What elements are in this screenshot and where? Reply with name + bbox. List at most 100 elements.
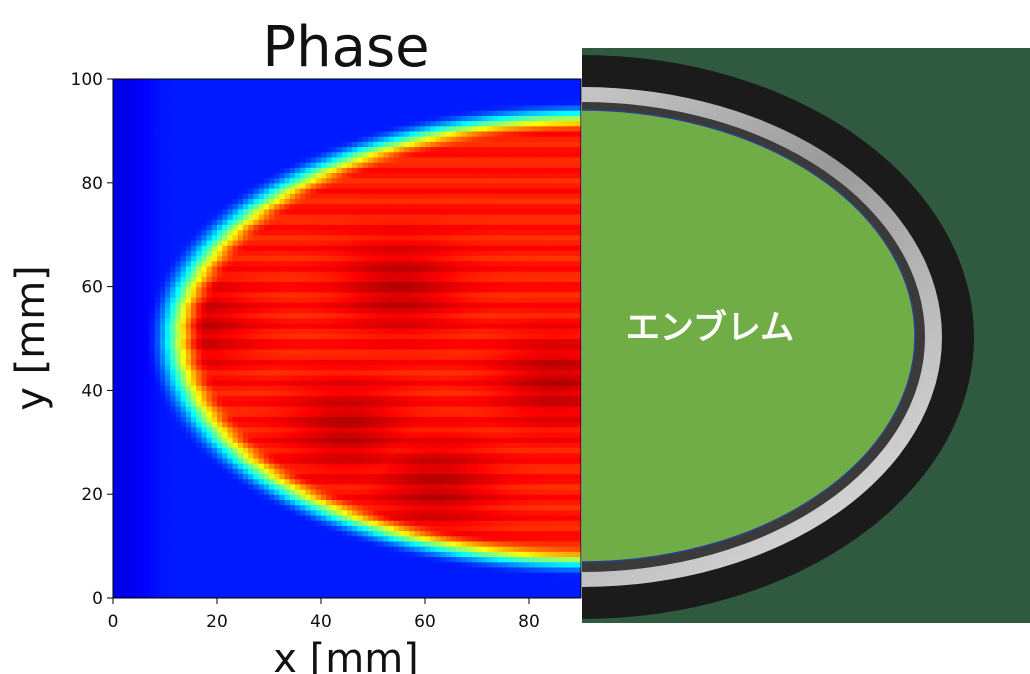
- heatmap-cell: [326, 551, 332, 558]
- heatmap-cell: [461, 317, 468, 324]
- heatmap-cell: [404, 354, 410, 360]
- heatmap-cell: [539, 509, 546, 516]
- heatmap-cell: [487, 333, 494, 340]
- heatmap-cell: [565, 494, 572, 500]
- heatmap-cell: [451, 426, 457, 433]
- heatmap-cell: [471, 322, 478, 329]
- heatmap-cell: [139, 535, 145, 542]
- heatmap-cell: [560, 489, 566, 495]
- heatmap-cell: [466, 400, 473, 407]
- heatmap-cell: [367, 561, 374, 568]
- heatmap-cell: [154, 338, 161, 345]
- heatmap-cell: [206, 530, 213, 537]
- heatmap-cell: [378, 566, 384, 573]
- heatmap-cell: [201, 572, 208, 578]
- heatmap-cell: [352, 374, 358, 381]
- heatmap-cell: [440, 463, 447, 469]
- heatmap-cell: [399, 473, 405, 480]
- heatmap-cell: [253, 520, 260, 526]
- heatmap-cell: [430, 437, 436, 443]
- heatmap-cell: [232, 463, 239, 469]
- heatmap-cell: [492, 592, 499, 598]
- heatmap-cell: [445, 520, 452, 526]
- heatmap-cell: [263, 457, 270, 464]
- heatmap-cell: [378, 374, 384, 381]
- heatmap-cell: [248, 551, 254, 558]
- heatmap-cell: [352, 494, 358, 500]
- heatmap-cell: [305, 572, 312, 578]
- heatmap-cell: [544, 587, 551, 594]
- heatmap-cell: [492, 494, 499, 500]
- heatmap-cell: [128, 457, 135, 464]
- heatmap-cell: [191, 343, 197, 350]
- heatmap-cell: [544, 343, 551, 350]
- heatmap-cell: [315, 540, 322, 547]
- heatmap-cell: [222, 572, 228, 578]
- heatmap-cell: [461, 499, 468, 506]
- heatmap-cell: [352, 411, 358, 417]
- heatmap-cell: [341, 504, 348, 511]
- heatmap-cell: [565, 312, 572, 319]
- heatmap-cell: [211, 307, 218, 314]
- heatmap-cell: [560, 566, 566, 573]
- heatmap-cell: [414, 333, 421, 340]
- heatmap-cell: [529, 343, 535, 350]
- heatmap-cell: [243, 364, 249, 371]
- heatmap-cell: [237, 509, 244, 516]
- heatmap-cell: [497, 374, 504, 381]
- heatmap-cell: [503, 540, 509, 547]
- heatmap-cell: [201, 354, 208, 360]
- heatmap-cell: [331, 343, 338, 350]
- heatmap-cell: [425, 540, 431, 547]
- heatmap-cell: [289, 556, 296, 563]
- heatmap-cell: [274, 478, 280, 485]
- heatmap-cell: [362, 416, 369, 423]
- heatmap-cell: [461, 452, 468, 459]
- heatmap-cell: [570, 411, 577, 417]
- heatmap-cell: [258, 374, 265, 381]
- heatmap-cell: [508, 582, 514, 589]
- heatmap-cell: [404, 400, 410, 407]
- heatmap-cell: [440, 395, 447, 402]
- heatmap-cell: [404, 452, 410, 459]
- heatmap-cell: [357, 426, 364, 433]
- heatmap-cell: [445, 374, 452, 381]
- heatmap-cell: [445, 354, 452, 360]
- heatmap-cell: [399, 442, 405, 449]
- heatmap-cell: [300, 473, 306, 480]
- heatmap-cell: [289, 333, 296, 340]
- heatmap-cell: [180, 494, 187, 500]
- heatmap-cell: [154, 390, 161, 397]
- heatmap-cell: [243, 587, 249, 594]
- heatmap-cell: [144, 411, 150, 417]
- heatmap-cell: [477, 514, 483, 521]
- heatmap-cell: [305, 395, 312, 402]
- heatmap-cell: [310, 494, 317, 500]
- heatmap-cell: [175, 452, 182, 459]
- heatmap-cell: [149, 333, 156, 340]
- heatmap-cell: [211, 317, 218, 324]
- heatmap-cell: [560, 380, 566, 386]
- heatmap-cell: [347, 520, 353, 526]
- heatmap-cell: [191, 312, 197, 319]
- heatmap-cell: [118, 551, 124, 558]
- heatmap-cell: [144, 442, 150, 449]
- heatmap-cell: [113, 328, 119, 334]
- heatmap-cell: [523, 359, 530, 366]
- heatmap-cell: [289, 566, 296, 573]
- heatmap-cell: [139, 333, 145, 340]
- heatmap-cell: [414, 354, 421, 360]
- heatmap-cell: [487, 509, 494, 516]
- heatmap-cell: [529, 328, 535, 334]
- heatmap-cell: [445, 551, 452, 558]
- heatmap-cell: [549, 405, 556, 412]
- heatmap-cell: [503, 437, 509, 443]
- heatmap-cell: [560, 390, 566, 397]
- heatmap-cell: [133, 380, 140, 386]
- heatmap-cell: [534, 405, 540, 412]
- heatmap-cell: [534, 421, 540, 428]
- heatmap-cell: [445, 546, 452, 552]
- heatmap-cell: [128, 530, 135, 537]
- heatmap-cell: [560, 338, 566, 345]
- heatmap-cell: [139, 447, 145, 454]
